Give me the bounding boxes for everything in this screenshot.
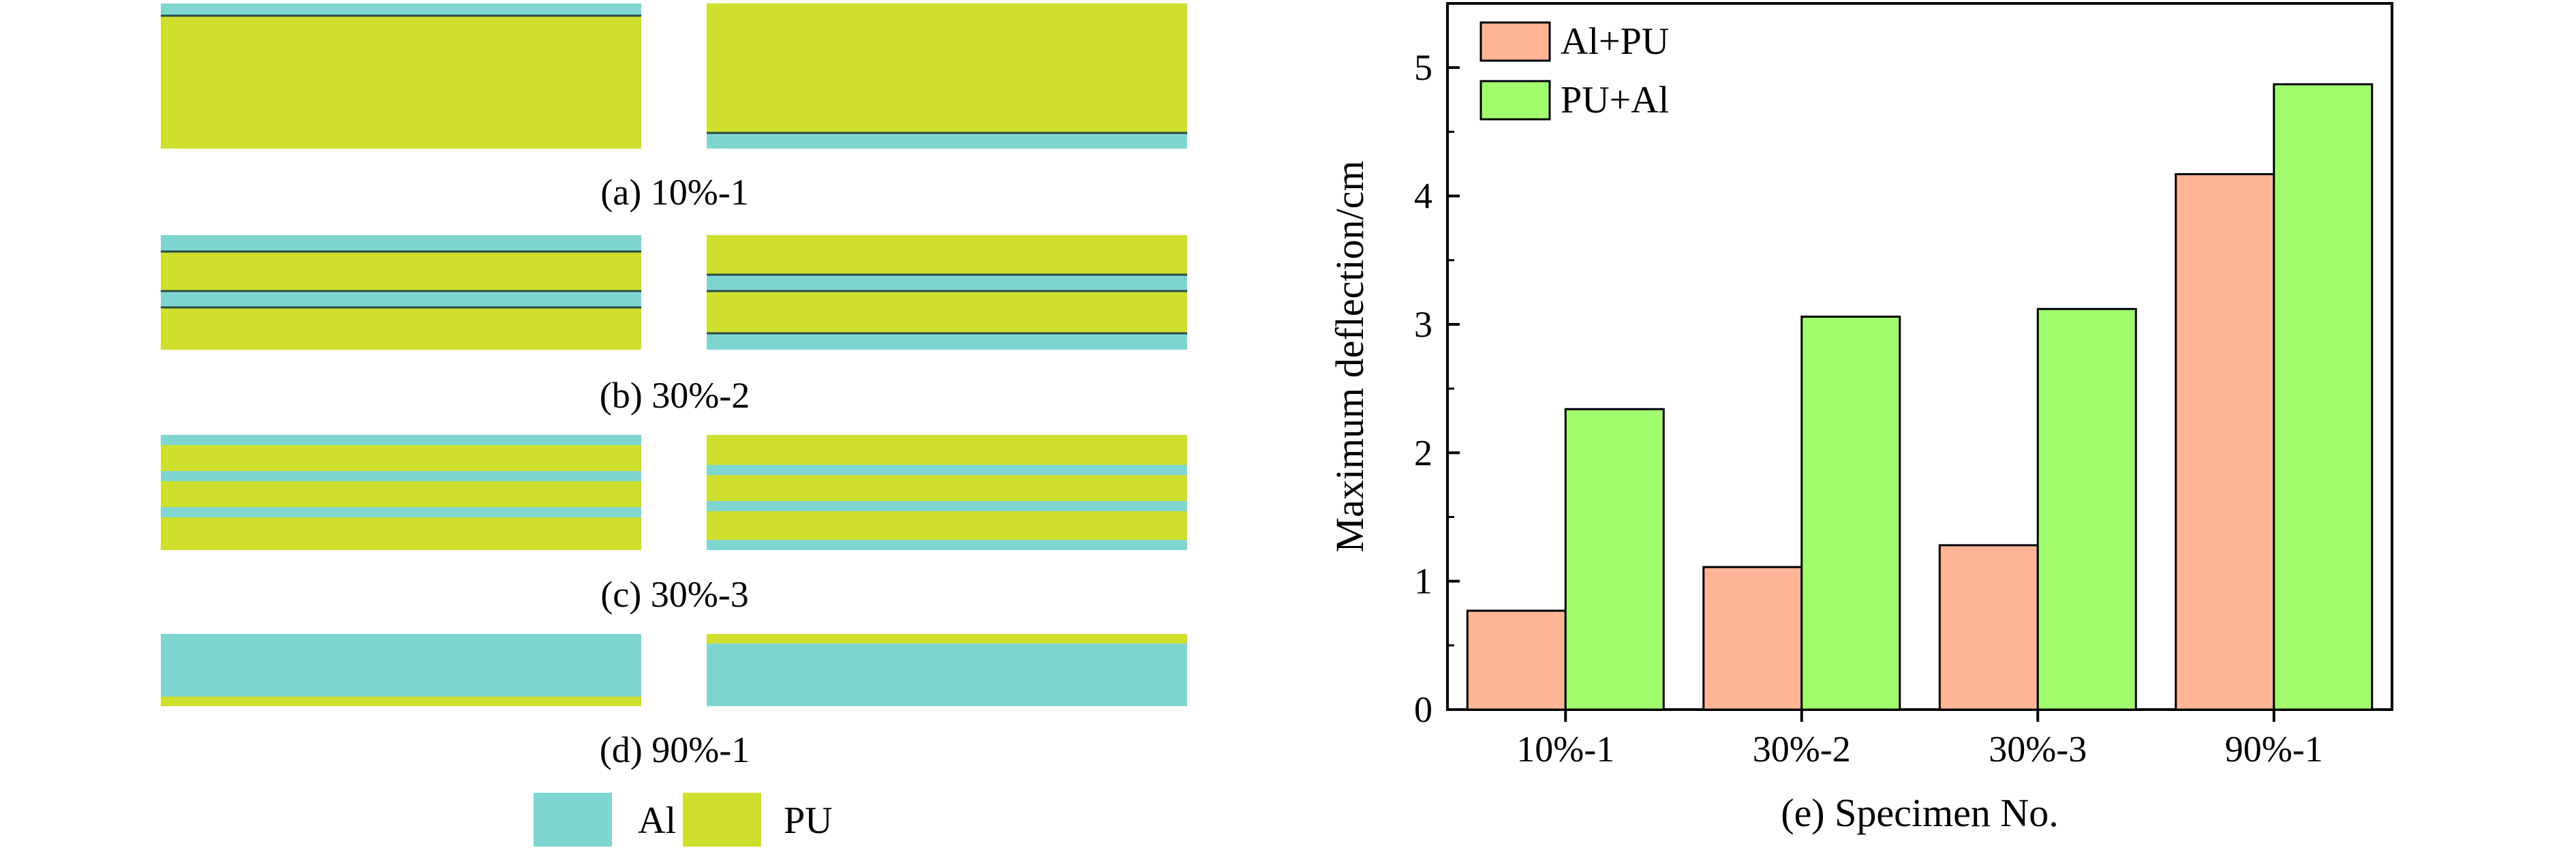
layer-al [161,634,641,697]
layer-pu [707,435,1187,465]
specimen-d-left [161,634,641,706]
layer-al [161,3,641,16]
layer-pu [161,697,641,706]
y-tick-label: 0 [1414,689,1432,730]
layer-pu [161,307,641,350]
layer-al [161,291,641,307]
panel-c-caption: (c) 30%-3 [600,574,748,615]
y-axis: 0 1 2 3 4 5 [1414,47,1460,730]
layer-pu [707,634,1187,643]
legend-label-al-pu: Al+PU [1561,20,1669,63]
legend-label-pu: PU [784,800,833,842]
layer-al [707,501,1187,511]
specimen-c-right [707,435,1187,550]
legend-swatch-al [534,793,612,847]
x-tick-label: 90%-1 [2225,729,2323,770]
deflection-chart: 0 1 2 3 4 5 10%-1 30%-2 30%-3 90%-1 Maximum defl… [1328,2,2393,835]
bar-pu-al-10pct-1 [1564,408,1665,711]
legend-swatch-pu-al [1479,80,1551,121]
x-tick-label: 30%-3 [1989,729,2087,770]
bar-pu-al-90pct-1 [2273,83,2374,711]
layer-pu [161,16,641,149]
layer-pu [161,445,641,471]
layer-al [707,133,1187,149]
x-tick-label: 30%-2 [1753,729,1851,770]
specimen-c-left [161,435,641,550]
layer-pu [161,517,641,550]
specimen-b-left [161,235,641,350]
panel-b-caption: (b) 30%-2 [600,375,750,416]
layer-al [707,465,1187,475]
material-legend: Al PU [534,793,833,847]
panel-a: (a) 10%-1 [161,3,1187,213]
legend-swatch-al-pu [1479,21,1551,62]
specimen-a-right [707,3,1187,149]
bar-al-pu-30pct-3 [1938,544,2039,711]
bar-al-pu-90pct-1 [2175,173,2275,711]
layer-al [707,333,1187,350]
y-axis-title: Maximum deflection/cm [1328,160,1372,552]
legend-swatch-pu [683,793,761,847]
panel-c: (c) 30%-3 [161,435,1187,615]
layer-al [161,435,641,445]
layer-pu [161,481,641,507]
legend-label-al: Al [638,800,676,842]
y-tick-label: 5 [1414,47,1432,88]
legend-label-pu-al: PU+Al [1561,79,1669,121]
x-tick-label: 10%-1 [1516,729,1614,770]
bar-pu-al-30pct-3 [2036,307,2137,711]
specimen-a-left [161,3,641,149]
layer-pu [707,291,1187,333]
specimen-schematics: (a) 10%-1 (b) 30%-2 [161,3,1187,847]
plot-frame [1446,2,2393,711]
layer-al [707,540,1187,550]
layer-al [161,471,641,481]
panel-d-caption: (d) 90%-1 [600,729,750,770]
bar-pu-al-30pct-2 [1800,316,1901,711]
y-tick-label: 1 [1414,561,1432,602]
layer-pu [707,511,1187,540]
layer-pu [707,235,1187,275]
y-tick-label: 2 [1414,432,1432,473]
layer-al [707,275,1187,291]
y-tick-label: 4 [1414,176,1432,217]
panel-d: (d) 90%-1 [161,634,1187,770]
layer-al [161,507,641,517]
specimen-d-right [707,634,1187,706]
panel-b: (b) 30%-2 [161,235,1187,416]
x-axis: 10%-1 30%-2 30%-3 90%-1 [1516,710,2323,770]
specimen-b-right [707,235,1187,350]
layer-al [161,235,641,252]
series-legend: Al+PU PU+Al [1479,20,1669,121]
bar-al-pu-30pct-2 [1702,566,1803,711]
layer-pu [707,475,1187,501]
layer-pu [707,3,1187,133]
layer-pu [161,252,641,291]
y-tick-label: 3 [1414,304,1432,345]
chart-bars [1466,83,2374,711]
panel-a-caption: (a) 10%-1 [600,172,748,213]
bar-al-pu-10pct-1 [1466,609,1567,711]
layer-al [707,643,1187,706]
x-axis-title: (e) Specimen No. [1781,791,2058,835]
